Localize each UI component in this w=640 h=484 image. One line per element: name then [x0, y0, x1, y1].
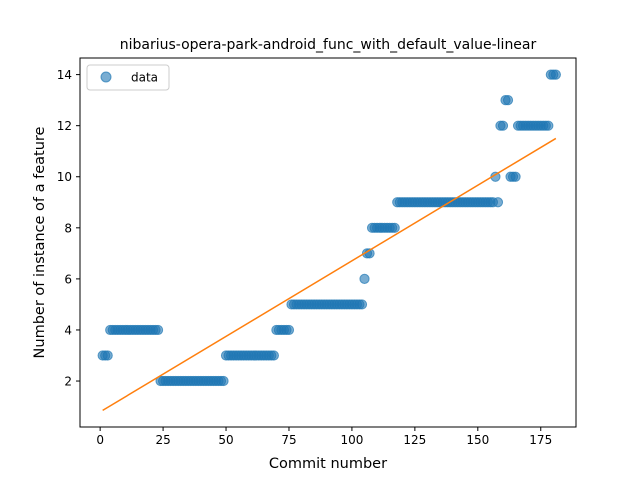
y-tick-label: 2: [64, 375, 72, 389]
data-point: [502, 95, 514, 106]
data-point: [550, 69, 561, 80]
plot-area: [97, 69, 561, 412]
legend-label-data: data: [131, 71, 158, 85]
data-point: [102, 350, 113, 361]
legend-marker-data: [100, 71, 112, 83]
data-point: [356, 299, 368, 310]
axes-frame: [79, 57, 577, 428]
y-tick-label: 12: [57, 119, 72, 133]
data-point: [218, 375, 229, 387]
x-tick-label: 25: [155, 433, 170, 447]
chart-title: nibarius-opera-park-android_func_with_de…: [120, 37, 537, 53]
x-tick-label: 150: [466, 433, 489, 447]
y-axis-label: Number of instance of a feature: [32, 126, 48, 358]
data-point: [543, 120, 554, 131]
x-tick-label: 75: [281, 433, 296, 447]
y-tick-label: 8: [64, 221, 72, 235]
y-axis: 2 4 6 8 10 12 14: [57, 68, 80, 389]
data-point: [492, 197, 504, 208]
y-tick-label: 6: [64, 272, 72, 286]
x-axis-label: Commit number: [269, 456, 387, 472]
data-point: [283, 324, 295, 336]
x-axis: 0 25 50 75 100 125 150 175: [96, 427, 552, 447]
data-point: [268, 350, 279, 361]
y-tick-label: 14: [57, 68, 72, 82]
x-tick-label: 50: [218, 433, 233, 447]
data-point: [497, 120, 509, 131]
y-tick-label: 10: [57, 170, 72, 184]
data-point: [510, 171, 521, 182]
data-point: [389, 222, 400, 233]
legend-box: [86, 64, 170, 91]
fit-line: [102, 137, 557, 412]
x-tick-label: 125: [403, 433, 426, 447]
data-point: [152, 324, 164, 336]
data-point: [359, 273, 370, 284]
x-tick-label: 0: [96, 433, 104, 447]
legend: data: [86, 64, 170, 91]
y-tick-label: 4: [64, 323, 72, 337]
x-tick-label: 100: [340, 433, 363, 447]
x-tick-label: 175: [529, 433, 552, 447]
